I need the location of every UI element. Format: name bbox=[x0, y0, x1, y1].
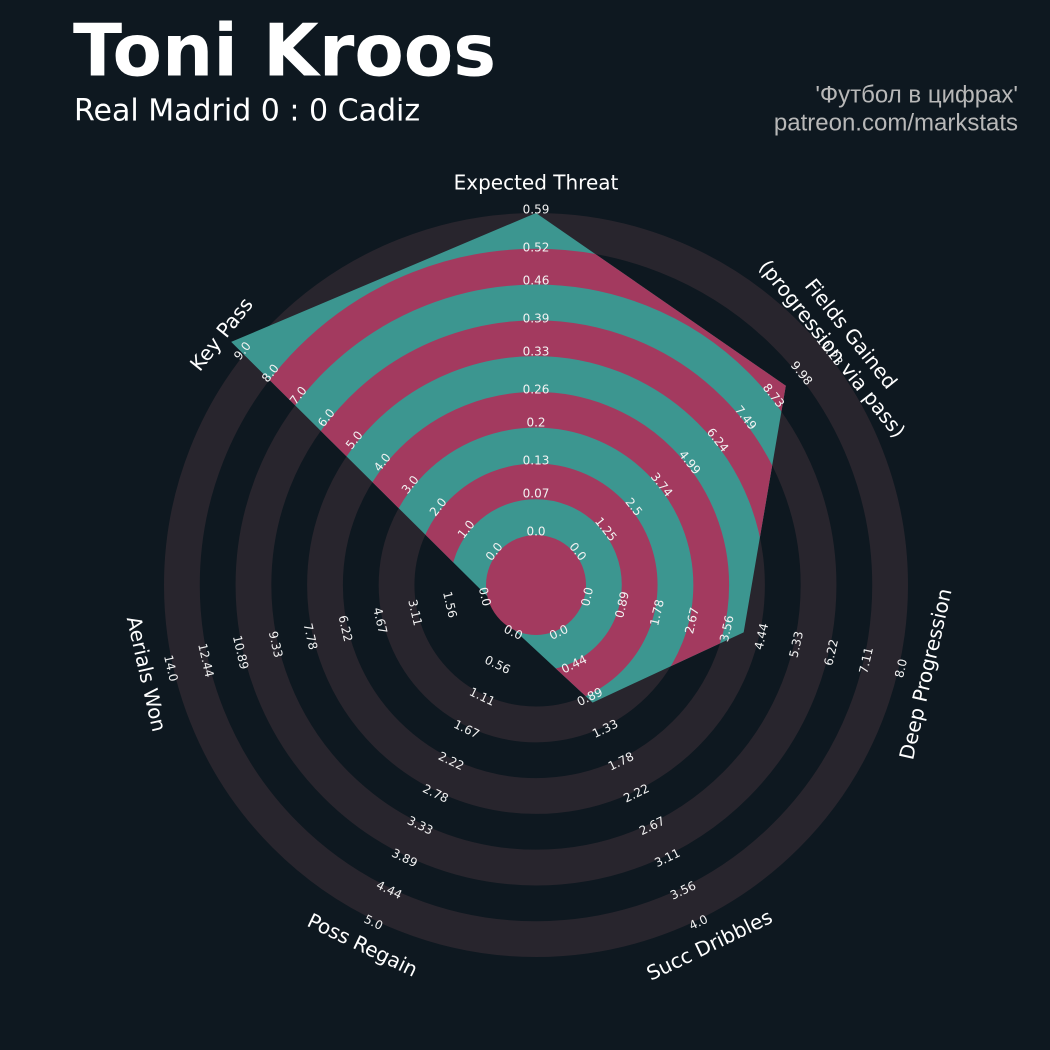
credit: 'Футбол в цифрах' bbox=[815, 81, 1018, 108]
tick-label: 3.56 bbox=[717, 614, 737, 643]
tick-label: 2.67 bbox=[682, 606, 702, 635]
tick-label: 9.33 bbox=[266, 630, 286, 659]
tick-label: 0.52 bbox=[523, 241, 550, 255]
polygon-ring bbox=[231, 248, 786, 703]
tick-label: 0.59 bbox=[523, 203, 550, 217]
center-circle bbox=[486, 535, 586, 635]
tick-label: 0.26 bbox=[523, 383, 550, 397]
tick-label: 0.89 bbox=[612, 590, 632, 619]
tick-label: 0.13 bbox=[523, 454, 550, 468]
tick-label: 7.78 bbox=[301, 622, 321, 651]
tick-label: 8.0 bbox=[892, 657, 910, 679]
tick-label: 0.33 bbox=[523, 344, 550, 358]
tick-label: 3.11 bbox=[405, 598, 425, 627]
tick-label: 1.56 bbox=[440, 590, 460, 619]
tick-label: 5.33 bbox=[787, 630, 807, 659]
tick-label: 4.44 bbox=[752, 622, 772, 651]
subtitle: Real Madrid 0 : 0 Cadiz bbox=[74, 94, 420, 129]
credit: patreon.com/markstats bbox=[774, 109, 1018, 136]
tick-label: 0.0 bbox=[578, 586, 596, 608]
tick-label: 7.11 bbox=[856, 646, 876, 675]
tick-label: 0.07 bbox=[523, 486, 550, 500]
tick-label: 0.0 bbox=[526, 525, 545, 539]
tick-label: 0.46 bbox=[523, 273, 550, 287]
tick-label: 0.2 bbox=[526, 415, 545, 429]
param-label: Expected Threat bbox=[454, 171, 619, 195]
title: Toni Kroos bbox=[73, 9, 496, 93]
tick-label: 1.78 bbox=[647, 598, 667, 627]
tick-label: 14.0 bbox=[161, 654, 181, 683]
tick-label: 6.22 bbox=[336, 614, 356, 643]
tick-label: 4.67 bbox=[370, 606, 390, 635]
tick-label: 0.0 bbox=[476, 586, 494, 608]
tick-label: 6.22 bbox=[821, 638, 841, 667]
tick-label: 0.39 bbox=[523, 312, 550, 326]
